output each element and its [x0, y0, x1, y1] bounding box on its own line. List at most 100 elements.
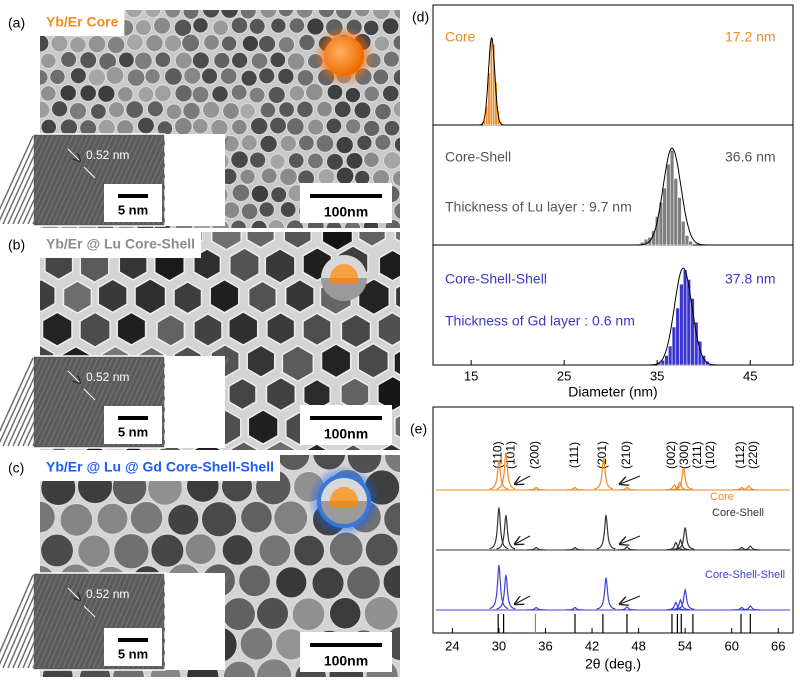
nanoparticle	[117, 51, 135, 69]
nanoparticle	[248, 86, 266, 104]
nanoparticle	[222, 102, 240, 120]
histogram-bar	[673, 178, 678, 246]
nanoparticle	[211, 85, 229, 103]
lattice-fringe	[57, 574, 99, 669]
fit-curve	[636, 147, 708, 246]
nanoparticle	[356, 134, 373, 151]
nanoparticle	[220, 35, 238, 52]
nanoparticle	[222, 660, 257, 677]
nanoparticle	[134, 277, 167, 315]
nanoparticle	[311, 566, 345, 600]
nanoparticle	[279, 134, 297, 153]
lattice-fringe	[7, 135, 49, 225]
nanoparticle	[144, 10, 162, 19]
lattice-arrow	[83, 166, 96, 179]
nanoparticle	[221, 597, 256, 632]
diffraction-peak	[526, 546, 546, 551]
scale-label: 100nm	[324, 426, 368, 442]
nanoparticle	[269, 51, 287, 69]
nanoparticle	[269, 116, 287, 135]
histogram-bar	[677, 197, 682, 246]
nanoparticle	[258, 534, 292, 568]
core-half	[330, 264, 358, 278]
nanoparticle	[335, 135, 354, 155]
lattice-fringe	[0, 574, 34, 654]
diffraction-peak	[489, 564, 509, 610]
nanoparticle	[247, 280, 278, 314]
nanoparticle	[401, 661, 434, 685]
nanoparticle	[293, 534, 326, 567]
x-tick-label: 54	[678, 638, 692, 653]
nanoparticle	[345, 118, 362, 135]
nanoparticle	[182, 101, 201, 121]
nanoparticle	[284, 278, 315, 314]
x-tick-label: 36	[538, 638, 552, 653]
nanoparticle	[124, 10, 144, 19]
x-tick-label: 45	[743, 368, 757, 383]
lattice-fringe	[62, 574, 104, 669]
lattice-fringe	[57, 357, 99, 447]
lattice-fringe	[77, 574, 119, 669]
nanoparticle	[357, 342, 390, 380]
nanoparticle	[69, 36, 87, 54]
lattice-fringe	[62, 357, 104, 447]
nanoparticle	[264, 248, 296, 284]
lattice-fringe	[57, 135, 99, 225]
nanoparticle	[377, 375, 400, 412]
nanoparticle	[250, 184, 270, 204]
nanoparticle	[381, 84, 400, 103]
diffraction-peak	[489, 507, 509, 550]
nanoparticle	[164, 67, 183, 86]
panel-label: (e)	[410, 421, 427, 437]
lattice-fringe	[52, 574, 94, 669]
nanoparticle	[371, 10, 391, 21]
nanoparticle	[228, 311, 259, 347]
lattice-fringe	[32, 135, 74, 225]
nanoparticle	[317, 10, 336, 19]
lattice-fringe	[52, 357, 94, 447]
nanoparticle	[392, 169, 400, 187]
nanoparticle	[298, 33, 316, 52]
diffraction-peak	[674, 467, 693, 490]
lattice-fringe	[37, 574, 79, 669]
thickness-note: Thickness of Gd layer : 0.6 nm	[445, 313, 635, 329]
nanoparticle	[413, 376, 443, 411]
nanoparticle	[279, 201, 297, 218]
panel-title: Yb/Er @ Lu @ Gd Core-Shell-Shell	[46, 459, 274, 475]
nanoparticle	[335, 166, 355, 186]
nanoparticle	[156, 313, 186, 347]
miller-index: (210)	[619, 441, 633, 469]
nanoparticle	[393, 350, 400, 376]
nanoparticle	[90, 103, 107, 120]
histogram-bar	[671, 326, 677, 366]
nanoparticle	[248, 17, 266, 35]
lattice-fringe	[37, 135, 79, 225]
nanoparticle	[260, 167, 278, 185]
thickness-note: Thickness of Lu layer : 9.7 nm	[445, 199, 632, 215]
nanoparticle	[392, 34, 400, 51]
nanoparticle	[269, 153, 286, 170]
inset-scale-box	[104, 406, 162, 444]
nanoparticle	[283, 232, 312, 250]
nanoparticle	[413, 442, 442, 476]
nanoparticle	[191, 51, 210, 70]
nanoparticle	[291, 597, 326, 631]
nanoparticle	[345, 151, 364, 170]
nanoparticle	[287, 152, 305, 169]
nanoparticle	[213, 51, 231, 70]
lattice-fringe	[27, 135, 69, 225]
nanoparticle	[201, 501, 238, 538]
nanoparticle	[59, 502, 94, 537]
scale-box	[300, 632, 392, 672]
nanoparticle	[393, 136, 400, 153]
lattice-fringe	[47, 357, 89, 447]
nanoparticle	[200, 67, 219, 85]
nanoparticle	[203, 34, 220, 51]
diffraction-peak	[666, 601, 686, 611]
inset-scale-box	[104, 184, 162, 222]
diffraction-peak	[741, 605, 760, 611]
lattice-fringe	[2, 357, 44, 447]
nanoparticle	[296, 100, 314, 119]
panel-title: Yb/Er @ Lu Core-Shell	[46, 236, 195, 252]
